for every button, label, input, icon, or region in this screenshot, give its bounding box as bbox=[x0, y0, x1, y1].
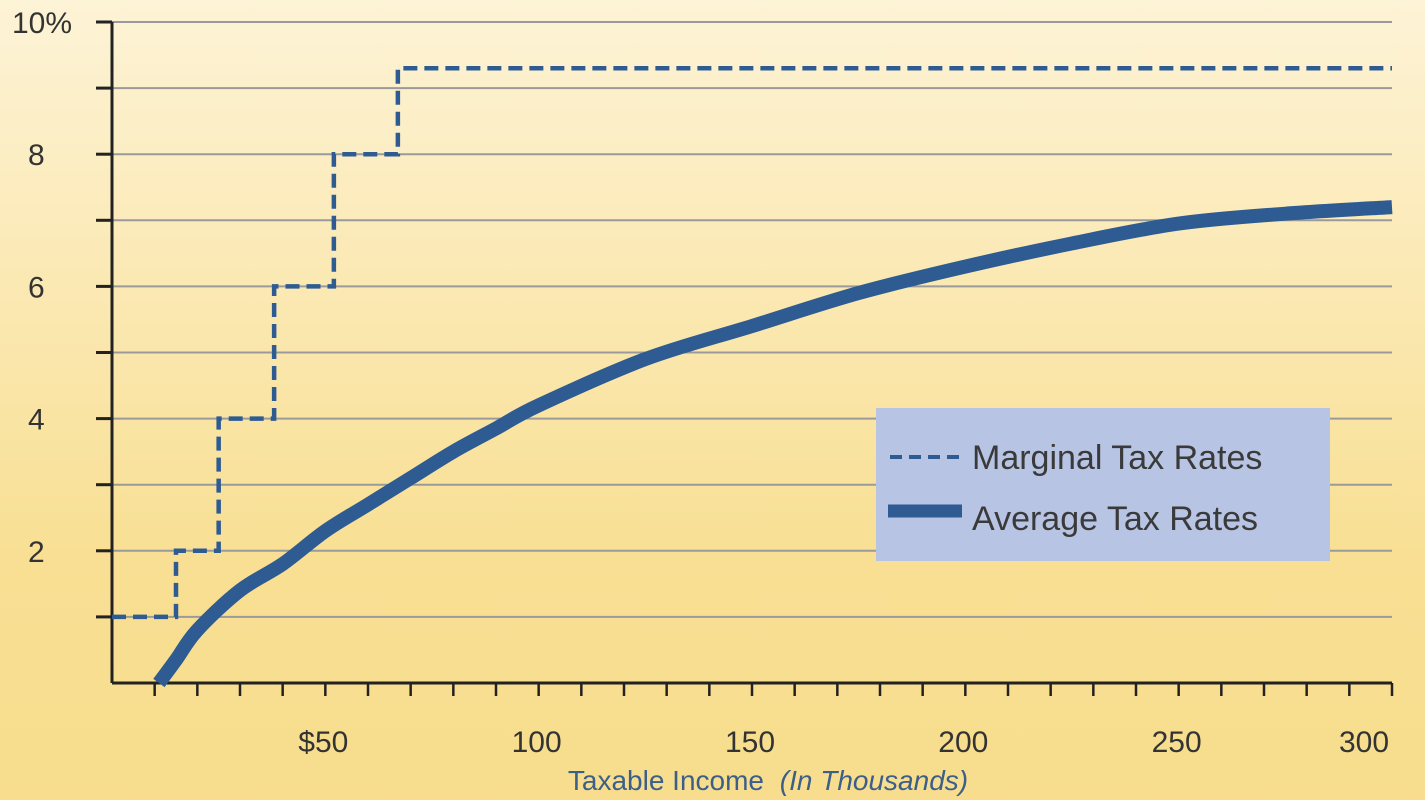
y-tick-label: 4 bbox=[28, 404, 45, 437]
series-line-marginal bbox=[112, 66, 1392, 620]
x-tick-label: 100 bbox=[512, 726, 562, 759]
x-tick-label: 200 bbox=[938, 726, 988, 759]
x-axis-title: Taxable Income (In Thousands) bbox=[568, 765, 968, 796]
x-tick-label: 300 bbox=[1339, 726, 1389, 759]
x-tick-label: $50 bbox=[298, 726, 348, 759]
y-tick-label: 2 bbox=[28, 536, 45, 569]
legend-box bbox=[876, 408, 1330, 561]
grid-lines bbox=[112, 21, 1392, 618]
x-axis-title-note: (In Thousands) bbox=[780, 765, 968, 796]
x-tick-label: 250 bbox=[1152, 726, 1202, 759]
y-tick-label: 8 bbox=[28, 139, 45, 172]
legend: Marginal Tax Rates Average Tax Rates bbox=[876, 408, 1330, 561]
tick-labels: 2 4 6 8 10% $50 100 150 200 250 300 bbox=[12, 7, 1389, 759]
series bbox=[112, 66, 1393, 688]
legend-label-marginal: Marginal Tax Rates bbox=[972, 439, 1262, 477]
x-tick-label: 150 bbox=[725, 726, 775, 759]
legend-label-average: Average Tax Rates bbox=[972, 500, 1258, 538]
tick-marks bbox=[96, 20, 1394, 696]
x-axis-title-main: Taxable Income bbox=[568, 765, 764, 796]
y-tick-label: 6 bbox=[28, 271, 45, 304]
y-tick-label: 10% bbox=[12, 7, 72, 40]
series-line-average bbox=[153, 200, 1393, 688]
